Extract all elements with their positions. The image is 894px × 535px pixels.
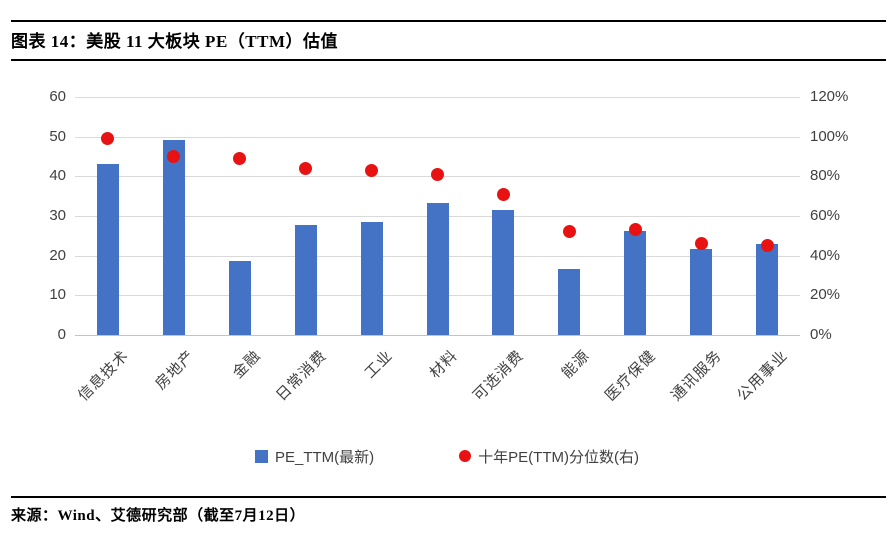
bar	[690, 248, 713, 335]
bar	[624, 230, 647, 335]
gridline	[75, 97, 800, 98]
bar	[360, 221, 383, 335]
scatter-dot	[694, 237, 708, 251]
footer-rule	[11, 496, 886, 498]
bar	[558, 268, 581, 335]
bar	[294, 224, 317, 335]
legend: PE_TTM(最新) 十年PE(TTM)分位数(右)	[0, 446, 894, 466]
left-axis-tick-label: 20	[49, 246, 66, 264]
bar	[228, 260, 251, 335]
gridline	[75, 136, 800, 138]
category-label: 金融	[229, 347, 264, 382]
right-axis-tick-label: 100%	[810, 127, 849, 145]
left-axis-tick-label: 0	[57, 326, 66, 343]
scatter-dot	[365, 163, 379, 177]
category-label: 医疗保健	[602, 347, 660, 405]
left-axis-tick-label: 30	[49, 207, 66, 224]
legend-label-percentile: 十年PE(TTM)分位数(右)	[478, 448, 639, 466]
category-label: 工业	[361, 347, 396, 382]
category-label: 能源	[558, 347, 594, 382]
bar	[492, 210, 515, 335]
scatter-dot	[167, 150, 181, 163]
category-label: 通讯服务	[667, 347, 726, 405]
left-axis-tick-label: 60	[49, 88, 66, 105]
right-axis-tick-label: 40%	[810, 246, 841, 264]
category-label: 房地产	[152, 347, 199, 394]
left-axis-tick-label: 10	[49, 286, 66, 304]
legend-item-percentile: 十年PE(TTM)分位数(右)	[459, 446, 639, 467]
legend-dot-swatch	[459, 450, 472, 462]
bar	[426, 202, 449, 335]
scatter-dot	[562, 225, 576, 239]
right-axis-tick-label: 120%	[810, 88, 849, 105]
bar	[162, 139, 185, 335]
category-label: 可选消费	[470, 347, 528, 405]
legend-item-pe-ttm: PE_TTM(最新)	[255, 446, 374, 467]
header-rule-bottom	[11, 59, 886, 61]
right-axis-tick-label: 0%	[810, 326, 832, 343]
legend-label-pe-ttm: PE_TTM(最新)	[275, 448, 375, 466]
gridline	[75, 335, 800, 336]
legend-bar-swatch	[255, 449, 268, 463]
left-axis-tick-label: 40	[49, 167, 66, 185]
bar	[756, 243, 779, 335]
scatter-dot	[496, 187, 510, 201]
scatter-dot	[431, 167, 444, 181]
right-axis-tick-label: 80%	[810, 167, 841, 185]
left-axis-tick-label: 50	[49, 127, 66, 145]
category-label: 信息技术	[74, 347, 133, 405]
scatter-dot	[760, 239, 774, 253]
category-label: 日常消费	[272, 347, 330, 405]
scatter-dot	[299, 161, 313, 175]
scatter-dot	[233, 151, 247, 165]
scatter-dot	[101, 132, 115, 146]
right-axis-tick-label: 20%	[810, 286, 841, 304]
scatter-dot	[628, 223, 642, 237]
category-label: 公用事业	[733, 347, 792, 405]
header-rule-top	[11, 20, 886, 22]
source-note: 来源：Wind、艾德研究部（截至7月12日）	[11, 508, 306, 524]
bar	[96, 164, 119, 335]
figure-title: 图表 14：美股 11 大板块 PE（TTM）估值	[11, 32, 339, 51]
right-axis-tick-label: 60%	[810, 207, 841, 224]
category-label: 材料	[426, 347, 462, 382]
